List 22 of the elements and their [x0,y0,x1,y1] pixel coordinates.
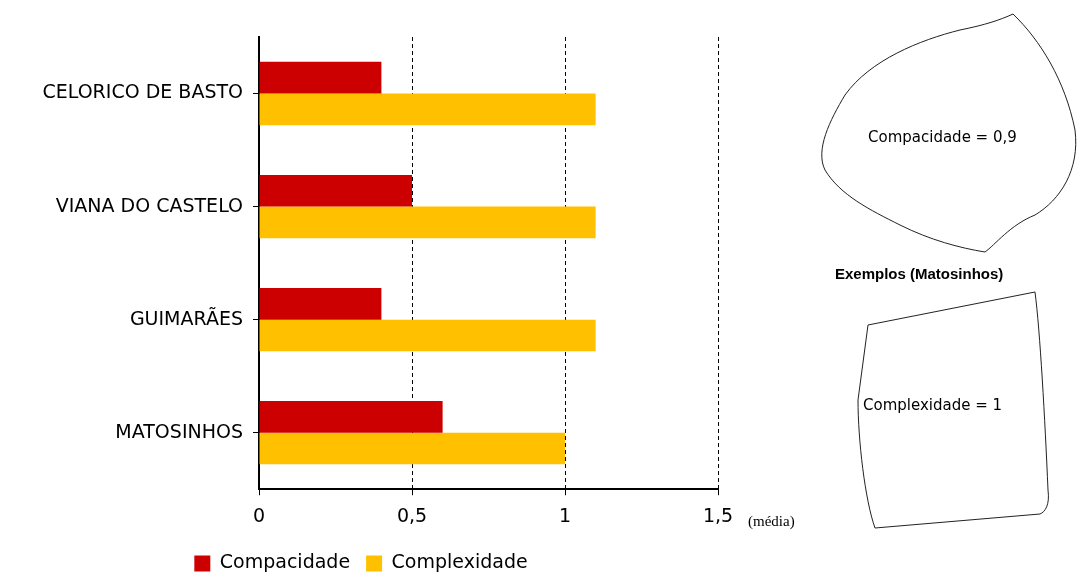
y-tick-label: VIANA DO CASTELO [55,193,243,216]
bar [259,401,443,433]
legend-label: Compacidade [219,550,351,573]
text: Exemplos (Matosinhos) [835,265,1004,282]
x-tick-label: 1,5 [702,503,734,526]
y-tick-label: CELORICO DE BASTO [42,80,243,103]
bar [259,174,412,207]
legend-label: Complexidade [391,550,528,573]
bar [259,206,596,239]
bar [259,61,382,94]
bar [259,432,565,465]
text: Compacidade = 0,9 [868,128,1017,146]
x-tick-label: 1 [558,503,572,526]
x-tick-label: 0 [252,503,266,526]
x-axis-title: (média) [748,513,795,531]
y-tick-label: GUIMARÃES [129,306,243,329]
y-tick-label: MATOSINHOS [115,419,243,442]
text: Complexidade = 1 [863,396,1003,414]
bar [259,287,382,320]
x-tick-label: 0,5 [396,503,428,526]
bar [259,319,596,352]
bar [259,93,596,126]
